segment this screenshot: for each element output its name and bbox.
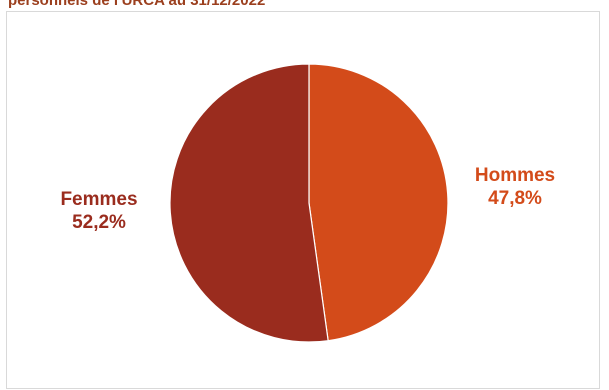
data-label-hommes-value: 47,8% — [488, 188, 542, 209]
chart-title: personnels de l'URCA au 31/12/2022 — [8, 0, 266, 9]
data-label-hommes-name: Hommes — [474, 165, 556, 186]
pie-slice-femmes — [169, 63, 329, 343]
data-label-femmes-value: 52,2% — [72, 212, 126, 233]
data-label-femmes: Femmes 52,2% — [40, 188, 158, 234]
pie-slice-hommes — [308, 63, 449, 342]
data-label-femmes-name: Femmes — [60, 189, 138, 210]
data-label-hommes: Hommes 47,8% — [456, 164, 574, 210]
